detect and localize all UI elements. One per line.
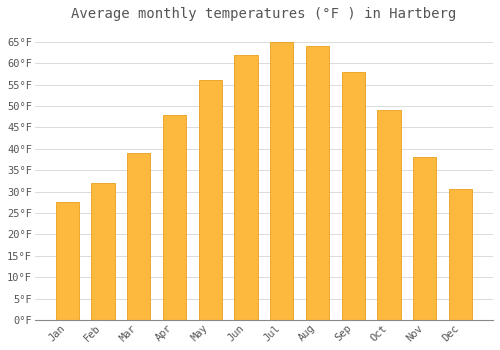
Bar <box>306 46 329 320</box>
Bar <box>92 183 114 320</box>
Bar <box>127 153 150 320</box>
Title: Average monthly temperatures (°F ) in Hartberg: Average monthly temperatures (°F ) in Ha… <box>72 7 456 21</box>
Bar <box>163 114 186 320</box>
Bar <box>198 80 222 320</box>
Bar <box>270 42 293 320</box>
Bar <box>378 110 400 320</box>
Bar <box>342 72 365 320</box>
Bar <box>413 158 436 320</box>
Bar <box>56 202 79 320</box>
Bar <box>449 189 472 320</box>
Bar <box>234 55 258 320</box>
